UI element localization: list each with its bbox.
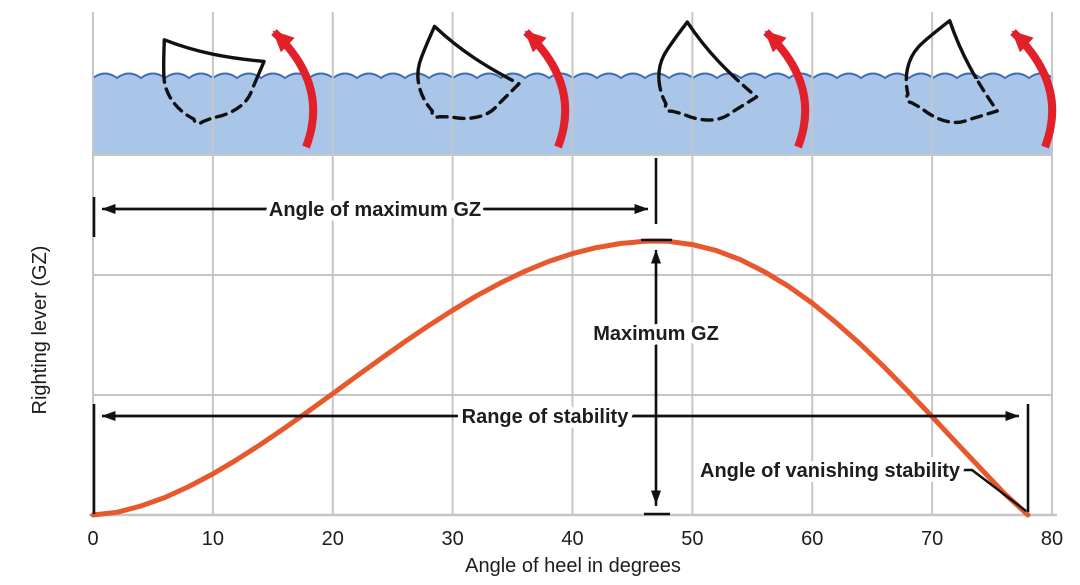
maximum-gz-label: Maximum GZ (593, 323, 719, 345)
righting-moment-arrow (763, 29, 810, 149)
heeling-boats (161, 18, 999, 126)
boat-hull-below-water (161, 79, 266, 126)
x-tick-label: 60 (801, 528, 823, 550)
grid (89, 12, 1057, 517)
x-tick-label: 0 (87, 528, 98, 550)
gz-curve (90, 238, 1031, 518)
righting-moment-arrows (271, 29, 1057, 149)
boat-hull-above-water (657, 20, 759, 79)
boat-hull-below-water (416, 79, 521, 121)
x-tick-label: 50 (681, 528, 703, 550)
righting-moment-arrow (271, 29, 318, 149)
x-tick-label: 30 (442, 528, 464, 550)
boat-hull-below-water (657, 79, 759, 122)
boat-hull-above-water (416, 24, 521, 79)
boat-hull-above-water (904, 18, 999, 79)
x-tick-label: 70 (921, 528, 943, 550)
x-tick-label: 40 (561, 528, 583, 550)
range-of-stability-label: Range of stability (462, 406, 630, 428)
righting-moment-arrow (523, 29, 570, 149)
x-axis-title: Angle of heel in degrees (465, 555, 681, 577)
annotations (92, 158, 1030, 516)
x-axis-tick-labels: 0 10 20 30 40 50 60 70 80 (87, 528, 1063, 550)
labels: Angle of maximum GZ Maximum GZ Range of … (29, 194, 1063, 577)
gz-curve-layer (90, 238, 1031, 518)
angle-of-vanishing-stability-label: Angle of vanishing stability (700, 460, 961, 482)
boat-hull-below-water (904, 79, 999, 125)
x-tick-label: 20 (322, 528, 344, 550)
y-axis-title: Righting lever (GZ) (29, 246, 51, 415)
x-tick-label: 80 (1041, 528, 1063, 550)
righting-moment-arrow (1010, 29, 1057, 149)
vanishing-stability-leader-line (950, 468, 1027, 512)
angle-of-maximum-gz-label: Angle of maximum GZ (269, 199, 481, 221)
boat-hull-above-water (161, 38, 266, 79)
x-tick-label: 10 (202, 528, 224, 550)
